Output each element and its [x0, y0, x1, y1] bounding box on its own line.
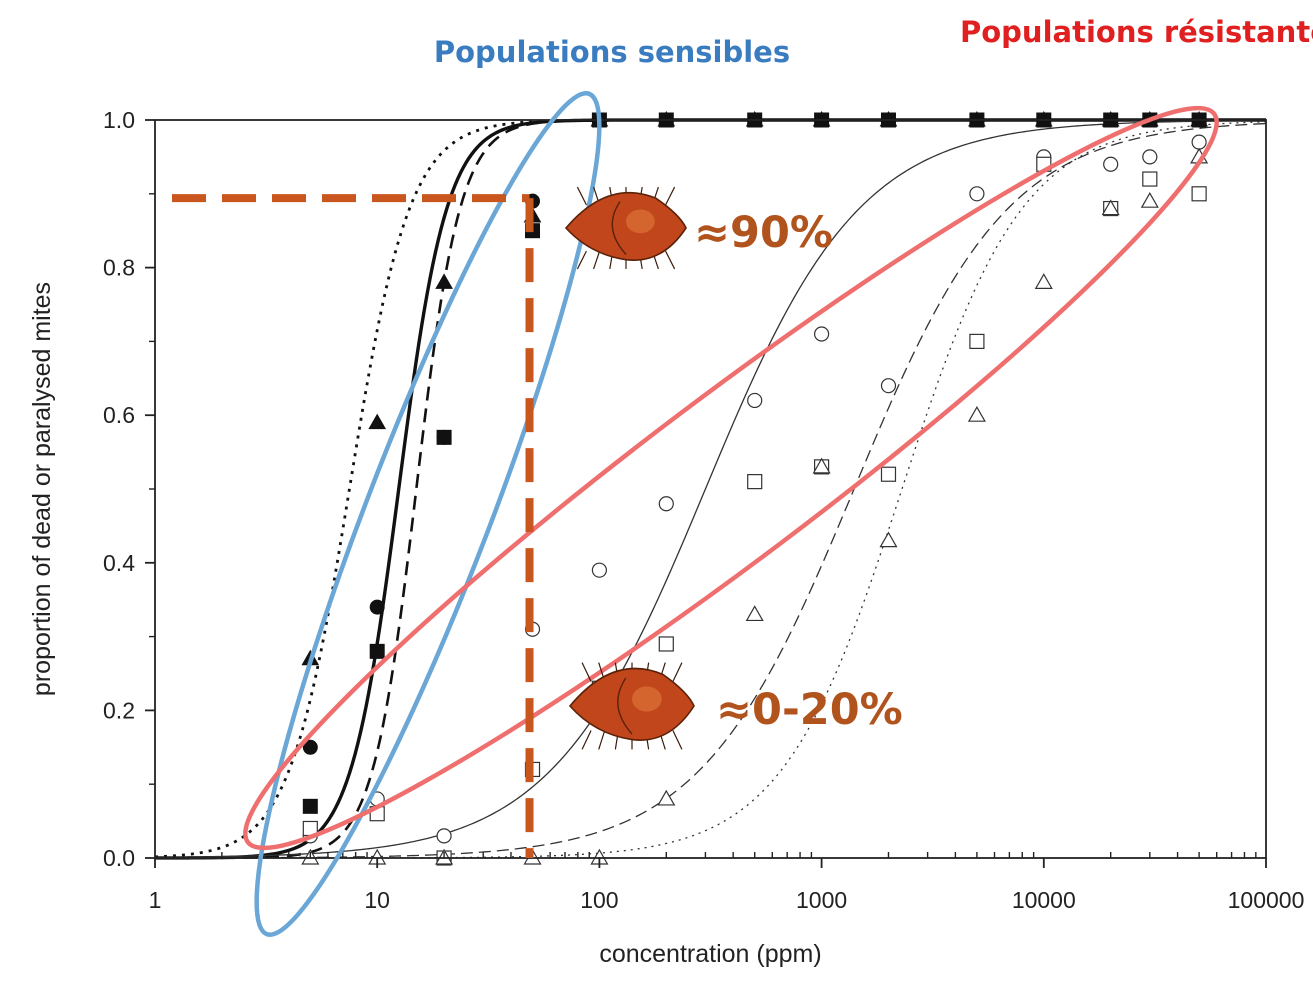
- data-point: [1101, 199, 1120, 216]
- data-point: [302, 798, 318, 814]
- data-point: [745, 605, 764, 622]
- data-point: [435, 273, 453, 289]
- x-tick-label: 10000: [1012, 887, 1076, 913]
- sensitive-population-label: Populations sensibles: [434, 35, 790, 69]
- y-tick-label: 0.2: [103, 697, 135, 723]
- data-point: [1191, 186, 1207, 202]
- y-tick-label: 0.8: [103, 255, 135, 281]
- y-tick-label: 0.0: [103, 845, 135, 871]
- mite-hair: [598, 730, 606, 750]
- data-point: [1142, 171, 1158, 187]
- resistant-population-ellipse: [243, 105, 1219, 851]
- mite-body-line: [611, 201, 627, 255]
- x-tick-label: 1000: [796, 887, 847, 913]
- data-point: [812, 457, 831, 474]
- annotations: Populations sensibles Populations résist…: [172, 15, 1313, 937]
- data-point: [658, 496, 674, 512]
- x-axis-ticks: 1 10 100 1000 10000 100000: [149, 852, 1305, 913]
- y-tick-label: 1.0: [103, 107, 135, 133]
- mite-icon: [568, 662, 695, 750]
- data-point: [747, 392, 763, 409]
- resistant-population-label: Populations résistantes: [960, 15, 1313, 49]
- data-point: [436, 828, 452, 844]
- x-tick-label: 100000: [1228, 887, 1305, 913]
- data-point: [880, 466, 897, 482]
- data-point: [436, 429, 452, 445]
- data-point: [1142, 149, 1158, 165]
- data-point: [369, 599, 385, 615]
- mite-hair: [576, 186, 587, 206]
- mite-hair: [672, 730, 683, 750]
- data-point: [1034, 273, 1053, 289]
- x-tick-label: 10: [364, 887, 390, 913]
- data-point: [747, 474, 763, 490]
- y-tick-label: 0.4: [103, 550, 135, 576]
- data-points: [301, 110, 1209, 866]
- data-point: [969, 333, 985, 349]
- data-point: [880, 378, 897, 394]
- data-point: [658, 636, 674, 652]
- data-point: [879, 531, 898, 548]
- x-tick-label: 1: [149, 887, 162, 913]
- mortality-label-low: ≈0-20%: [716, 685, 903, 735]
- data-point: [591, 562, 608, 578]
- x-axis-title: concentration (ppm): [599, 940, 821, 968]
- mortality-label-high: ≈90%: [694, 208, 833, 258]
- mite-icon: [564, 186, 687, 270]
- data-point: [368, 413, 387, 430]
- data-point: [969, 186, 985, 202]
- mite-hair: [576, 250, 587, 270]
- x-tick-label: 100: [580, 887, 618, 913]
- mite-body-line: [617, 677, 633, 735]
- mite-highlight: [626, 209, 655, 234]
- axes: 1 10 100 1000 10000 100000 0.0 0.2 0.4 0.6 0.8 1.0…: [28, 107, 1304, 968]
- sensitive-population-ellipse: [254, 91, 602, 937]
- y-tick-label: 0.6: [103, 402, 135, 428]
- mite-hair: [665, 186, 676, 206]
- data-point: [302, 739, 318, 755]
- data-point: [657, 789, 676, 806]
- mite-hair: [581, 730, 592, 750]
- mite-hair: [581, 662, 592, 682]
- mite-highlight: [632, 686, 662, 712]
- data-point: [813, 326, 830, 342]
- y-axis-title: proportion of dead or paralysed mites: [28, 282, 56, 696]
- data-point: [1191, 134, 1207, 150]
- data-point: [369, 643, 385, 659]
- fitted-curve: [155, 121, 1267, 859]
- y-axis-ticks: 0.0 0.2 0.4 0.6 0.8 1.0: [103, 107, 155, 871]
- data-point: [967, 405, 986, 422]
- mite-hair: [672, 662, 683, 682]
- data-point: [1140, 191, 1159, 208]
- mite-body: [568, 667, 695, 741]
- mite-hair: [593, 250, 601, 270]
- mite-body: [564, 191, 687, 261]
- data-point: [1103, 156, 1119, 172]
- mite-hair: [665, 250, 676, 270]
